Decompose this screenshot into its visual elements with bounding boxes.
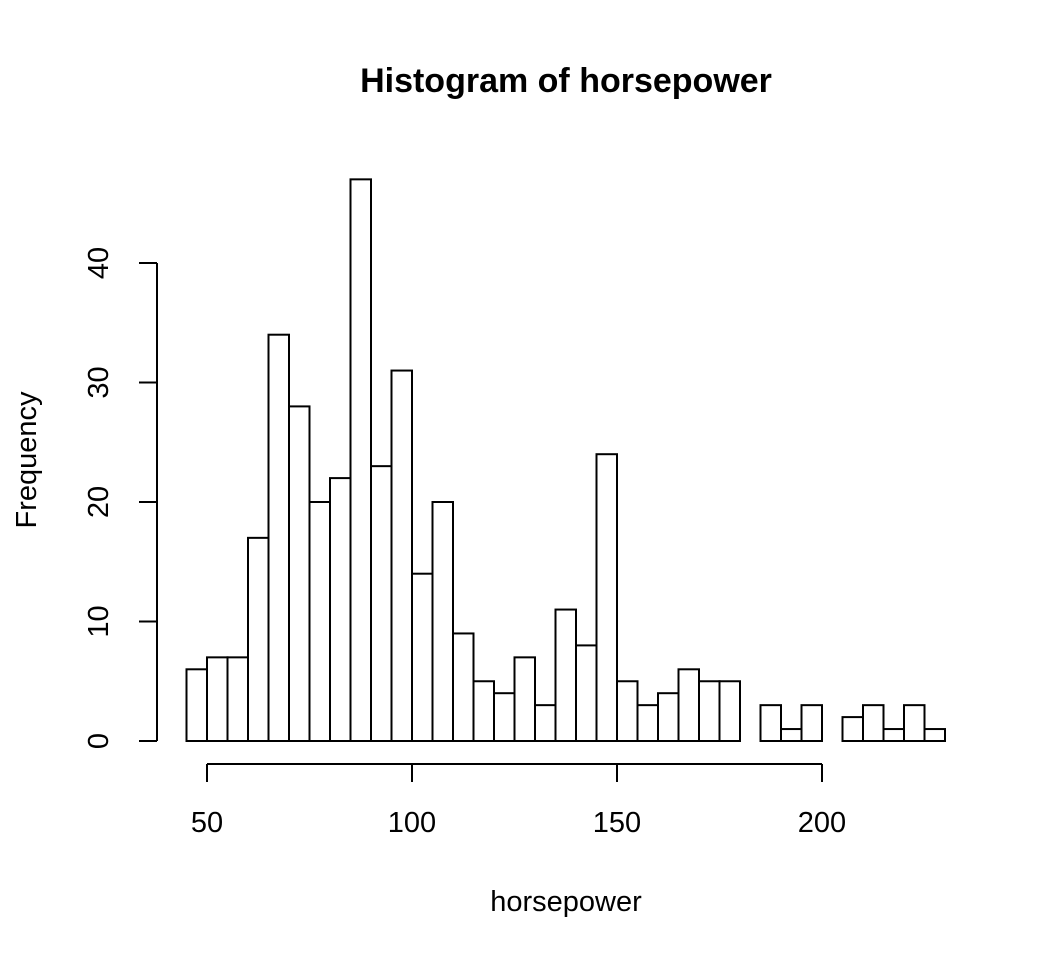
histogram-bar-195-200: [800, 704, 823, 743]
x-axis: 50 100 150 200: [191, 763, 846, 839]
chart-title: Histogram of horsepower: [360, 62, 772, 100]
histogram-bar-170-175: [698, 680, 721, 742]
histogram-bar-90-95: [370, 465, 393, 742]
histogram-bar-65-70: [267, 333, 290, 742]
histogram-bar-190-195: [780, 728, 803, 742]
x-tick-label: 200: [798, 807, 846, 839]
x-tick-label: 100: [388, 807, 436, 839]
y-tick-label: 30: [83, 366, 115, 398]
histogram-bar-50-55: [206, 656, 229, 742]
histogram-bar-45-50: [185, 668, 208, 742]
histogram-bar-210-215: [862, 704, 885, 743]
histogram-bar-105-110: [431, 501, 454, 742]
histogram-bar-140-145: [575, 644, 598, 743]
y-axis: 0 10 20 30 40: [83, 247, 158, 749]
histogram-bar-160-165: [657, 692, 680, 743]
histogram-bar-60-65: [247, 536, 270, 742]
histogram-bar-80-85: [329, 477, 352, 742]
histogram-bar-220-225: [903, 704, 926, 743]
x-tick-label: 50: [191, 807, 223, 839]
histogram-bar-215-220: [882, 728, 905, 742]
y-tick-label: 10: [83, 605, 115, 637]
histogram-bar-145-150: [595, 453, 618, 742]
y-axis-label: Frequency: [11, 391, 43, 529]
histogram-bar-225-230: [923, 728, 946, 742]
histogram-bar-165-170: [677, 668, 700, 742]
x-axis-label: horsepower: [490, 886, 642, 918]
histogram-bar-55-60: [226, 656, 249, 742]
histogram-bar-155-160: [636, 704, 659, 743]
y-tick-label: 20: [83, 486, 115, 518]
x-tick-label: 150: [593, 807, 641, 839]
histogram-bar-75-80: [308, 501, 331, 742]
histogram-bar-185-190: [759, 704, 782, 743]
histogram-bar-175-180: [718, 680, 741, 742]
y-tick-label: 40: [83, 247, 115, 279]
histogram-bar-70-75: [288, 405, 311, 742]
histogram-bar-205-210: [841, 716, 864, 742]
histogram-bar-120-125: [493, 692, 516, 743]
histogram-bar-110-115: [452, 632, 475, 743]
bars-layer: [185, 178, 946, 743]
y-tick-label: 0: [83, 733, 115, 749]
histogram-bar-130-135: [534, 704, 557, 743]
histogram-bar-115-120: [472, 680, 495, 742]
histogram-bar-150-155: [616, 680, 639, 742]
histogram-bar-95-100: [390, 369, 413, 742]
histogram-bar-135-140: [554, 608, 577, 742]
histogram-bar-100-105: [411, 572, 434, 743]
histogram-bar-85-90: [349, 178, 372, 743]
histogram-bar-125-130: [513, 656, 536, 742]
